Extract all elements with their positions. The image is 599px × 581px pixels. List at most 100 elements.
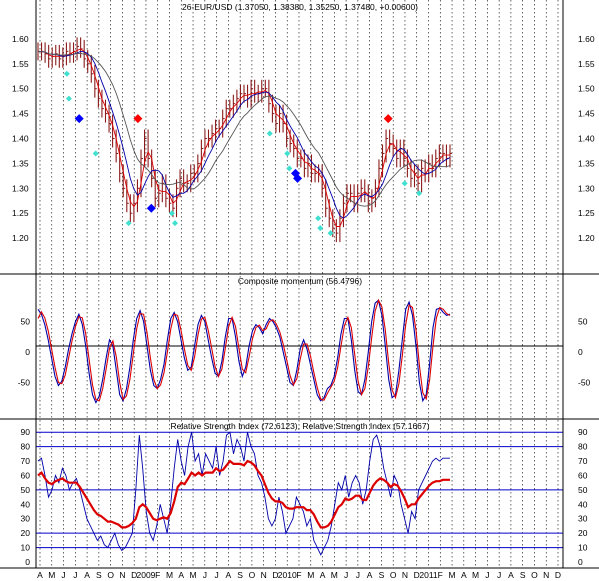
momentum-y-tick: 0 [578, 347, 583, 357]
x-tick-label: J [214, 570, 218, 580]
cyan-signal-marker [401, 180, 408, 187]
rsi-y-tick: 40 [578, 499, 588, 509]
rsi-y-tick: 90 [21, 427, 31, 437]
red-signal-marker [383, 114, 393, 124]
x-tick-label: A [226, 570, 232, 580]
momentum-lines [37, 298, 451, 404]
rsi-y-tick: 20 [21, 528, 31, 538]
price-y-tick: 1.50 [12, 84, 29, 94]
cyan-signal-marker [92, 150, 99, 157]
x-tick-label: J [61, 570, 65, 580]
price-bars [37, 37, 452, 243]
price-y-tick: 1.35 [12, 158, 29, 168]
x-tick-label: N [261, 570, 267, 580]
x-tick-label: M [448, 570, 455, 580]
cyan-signal-marker [63, 70, 70, 77]
blue-signal-marker [74, 114, 84, 124]
x-tick-label: N [119, 570, 125, 580]
rsi-y-tick: 0 [578, 557, 583, 567]
x-tick-label: M [166, 570, 173, 580]
signal-markers [63, 70, 423, 237]
x-tick-label: F [438, 570, 443, 580]
momentum-panel-title: Composite momentum (56.4796) [238, 276, 362, 286]
rsi-panel-title: Relative Strength Index (72.6123), Relat… [171, 421, 430, 431]
rsi-y-tick: 50 [21, 485, 31, 495]
x-tick-label: A [84, 570, 90, 580]
rsi-y-tick: 80 [578, 442, 588, 452]
price-y-tick: 1.25 [12, 208, 29, 218]
x-tick-label: J [485, 570, 489, 580]
x-tick-label: A [508, 570, 514, 580]
rsi-y-tick: 60 [21, 470, 31, 480]
price-y-tick: 1.55 [578, 59, 595, 69]
momentum-panel: Composite momentum (56.4796) 50 0 -50 50 0 -… [18, 276, 591, 404]
rsi-y-axis-right: 90 80 70 60 50 40 30 20 10 0 [578, 427, 588, 567]
rsi-y-tick: 10 [578, 543, 588, 553]
price-y-tick: 1.50 [578, 84, 595, 94]
x-tick-label: M [331, 570, 338, 580]
price-y-tick: 1.40 [12, 134, 29, 144]
x-tick-label: A [461, 570, 467, 580]
x-tick-label: M [48, 570, 55, 580]
moving-average-line [38, 50, 451, 219]
price-y-tick: 1.20 [578, 233, 595, 243]
rsi-reference-lines [36, 431, 563, 549]
x-tick-label: J [356, 570, 360, 580]
rsi-y-tick: 10 [21, 543, 31, 553]
x-tick-label: O [531, 570, 538, 580]
price-panel-title: 26-EUR/USD (1.37050, 1.38380, 1.35250, 1… [182, 2, 418, 12]
x-tick-label: J [344, 570, 348, 580]
rsi-lines [37, 431, 450, 556]
rsi-y-tick: 0 [25, 557, 30, 567]
price-y-tick: 1.40 [578, 134, 595, 144]
x-tick-label: O [249, 570, 256, 580]
price-y-tick: 1.55 [12, 59, 29, 69]
momentum-series-line [37, 299, 451, 404]
moving-average-line [38, 48, 450, 227]
blue-signal-marker [146, 203, 156, 213]
x-tick-label: D [272, 570, 278, 580]
price-y-tick: 1.20 [12, 233, 29, 243]
x-tick-label: S [520, 570, 526, 580]
rsi-series-line [37, 459, 450, 529]
price-panel: 26-EUR/USD (1.37050, 1.38380, 1.35250, 1… [12, 2, 595, 243]
rsi-y-tick: 60 [578, 470, 588, 480]
momentum-y-tick: 0 [25, 347, 30, 357]
x-tick-label: S [237, 570, 243, 580]
x-tick-label: M [307, 570, 314, 580]
rsi-y-tick: 50 [578, 485, 588, 495]
price-y-tick: 1.45 [12, 109, 29, 119]
rsi-y-axis-left: 90 80 70 60 50 40 30 20 10 0 [21, 427, 31, 567]
momentum-y-tick: 50 [578, 317, 588, 327]
cyan-signal-marker [168, 210, 175, 217]
x-tick-label: A [367, 570, 373, 580]
x-tick-label: S [96, 570, 102, 580]
cyan-signal-marker [171, 220, 178, 227]
moving-averages [38, 48, 451, 227]
x-tick-label: F [296, 570, 301, 580]
x-tick-label: F [155, 570, 160, 580]
cyan-signal-marker [125, 220, 132, 227]
x-tick-label: M [472, 570, 479, 580]
rsi-y-tick: 30 [578, 514, 588, 524]
cyan-signal-marker [266, 130, 273, 137]
price-y-tick: 1.30 [12, 183, 29, 193]
x-tick-label: J [73, 570, 77, 580]
momentum-y-tick: 50 [21, 317, 31, 327]
momentum-y-tick: -50 [18, 377, 31, 387]
rsi-y-tick: 70 [21, 456, 31, 466]
x-tick-label: 2011 [419, 570, 438, 580]
price-y-axis-left: 1.60 1.55 1.50 1.45 1.40 1.35 1.30 1.25 1.20 [12, 34, 29, 243]
x-tick-label: D [131, 570, 137, 580]
momentum-y-axis-right: 50 0 -50 [578, 317, 591, 388]
momentum-series-line [37, 298, 451, 402]
x-axis: A M J J A S O N D 2009 F M A M J J A S O N D 2010 F M A M J J A S O N D 2… [37, 570, 561, 580]
x-tick-label: A [320, 570, 326, 580]
x-tick-label: M [189, 570, 196, 580]
price-y-tick: 1.30 [578, 183, 595, 193]
x-tick-label: N [543, 570, 549, 580]
price-y-tick: 1.60 [12, 34, 29, 44]
cyan-signal-marker [286, 165, 293, 172]
rsi-series-line [37, 431, 450, 556]
